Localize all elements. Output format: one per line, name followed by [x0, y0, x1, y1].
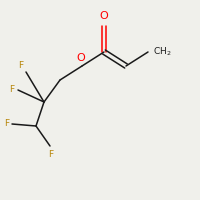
- Text: O: O: [77, 53, 85, 63]
- Text: F: F: [48, 150, 54, 159]
- Text: F: F: [4, 119, 9, 129]
- Text: F: F: [18, 61, 24, 70]
- Text: F: F: [9, 85, 14, 94]
- Text: CH$_2$: CH$_2$: [153, 46, 172, 58]
- Text: O: O: [100, 11, 108, 21]
